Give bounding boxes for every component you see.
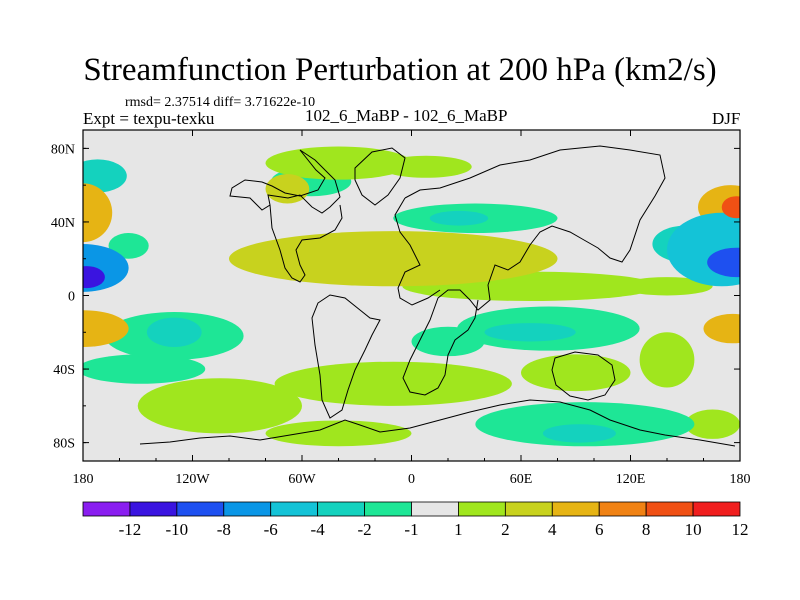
x-tick-label: 0: [408, 472, 415, 487]
coastline-greenland: [354, 147, 406, 206]
contour-region-23: [265, 174, 310, 204]
coastline-north-america-west: [269, 204, 343, 283]
y-tick-label: 40N: [51, 216, 75, 231]
colorbar-swatch: [129, 501, 178, 517]
x-tick-label: 120W: [175, 472, 210, 487]
left-label: Expt = texpu-texku: [83, 109, 215, 128]
contour-region-3: [685, 409, 740, 439]
x-tick-label: 180: [73, 472, 94, 487]
colorbar-swatch: [692, 501, 741, 517]
coastline-australia: [551, 351, 616, 401]
coastline-south-america: [311, 294, 381, 419]
contour-region-30: [703, 313, 740, 344]
colorbar-label: 8: [642, 520, 651, 539]
colorbar-swatch: [364, 501, 412, 517]
contour-region-14: [265, 146, 412, 180]
contour-region-18: [83, 159, 127, 193]
coastline-eurasia-africa: [402, 145, 666, 396]
colorbar-swatch: [317, 501, 365, 517]
colorbar-swatch: [411, 501, 459, 517]
contour-region-15: [108, 232, 149, 259]
colorbar-swatch: [82, 501, 131, 517]
x-tick-label: 180: [730, 472, 751, 487]
contour-region-32: [721, 196, 740, 219]
contour-region-7: [521, 354, 631, 392]
colorbar-swatch: [176, 501, 225, 517]
field-contours: [83, 146, 740, 447]
colorbar-label: 12: [732, 520, 749, 539]
contour-region-20: [542, 424, 616, 443]
contour-region-33: [707, 247, 740, 278]
colorbar-swatch: [551, 501, 600, 517]
contour-region-29: [667, 212, 740, 287]
contour-region-34: [83, 266, 105, 289]
contour-region-24: [229, 231, 558, 287]
contour-region-28: [83, 183, 113, 243]
colorbar-label: -1: [404, 520, 418, 539]
colorbar-label: 1: [454, 520, 463, 539]
x-tick-label: 60E: [510, 472, 533, 487]
stats-line: rmsd= 2.37514 diff= 3.71622e-10: [125, 95, 316, 110]
colorbar: -12 -10 -8 -6 -4 -2 -1 1 2 4 6 8 10 12: [82, 501, 749, 539]
x-tick-label: 60W: [288, 472, 316, 487]
colorbar-label: -4: [311, 520, 326, 539]
center-label: 102_6_MaBP - 102_6_MaBP: [305, 106, 508, 125]
season-label: DJF: [712, 109, 741, 128]
y-tick-label: 80N: [51, 142, 75, 157]
colorbar-swatch: [598, 501, 647, 517]
chart-title: Streamfunction Perturbation at 200 hPa (…: [83, 52, 717, 88]
contour-region-12: [137, 378, 302, 434]
y-tick-label: 0: [68, 290, 75, 305]
colorbar-swatch: [645, 501, 694, 517]
contour-region-26: [83, 310, 129, 347]
contour-region-17: [475, 402, 695, 447]
colorbar-label: 10: [685, 520, 702, 539]
y-tick-label: 80S: [53, 437, 75, 452]
contour-region-5: [639, 332, 695, 388]
colorbar-label: 2: [501, 520, 510, 539]
contour-region-0: [83, 354, 206, 384]
colorbar-label: -12: [119, 520, 142, 539]
contour-region-21: [429, 210, 489, 226]
colorbar-label: -6: [264, 520, 278, 539]
colorbar-label: 6: [595, 520, 604, 539]
coastline-europe-west: [394, 197, 441, 306]
colorbar-swatch: [458, 501, 506, 517]
contour-region-19: [146, 317, 202, 347]
axes: 180 120W 60W 0 60E 120E 180 80N 40N 0 40S 80S: [51, 130, 751, 487]
colorbar-swatch: [270, 501, 319, 517]
coastlines: [139, 145, 736, 447]
colorbar-label: 4: [548, 520, 557, 539]
contour-region-22: [484, 323, 576, 342]
colorbar-label: -10: [166, 520, 189, 539]
colorbar-label: -8: [217, 520, 231, 539]
contour-region-2: [265, 420, 412, 447]
coastline-north-america: [229, 149, 341, 214]
colorbar-swatch: [504, 501, 553, 517]
colorbar-swatch: [223, 501, 272, 517]
contour-region-16: [274, 361, 512, 406]
colorbar-label: -2: [357, 520, 371, 539]
x-tick-label: 120E: [616, 472, 646, 487]
y-tick-label: 40S: [53, 363, 75, 378]
coastline-antarctica: [139, 399, 736, 447]
